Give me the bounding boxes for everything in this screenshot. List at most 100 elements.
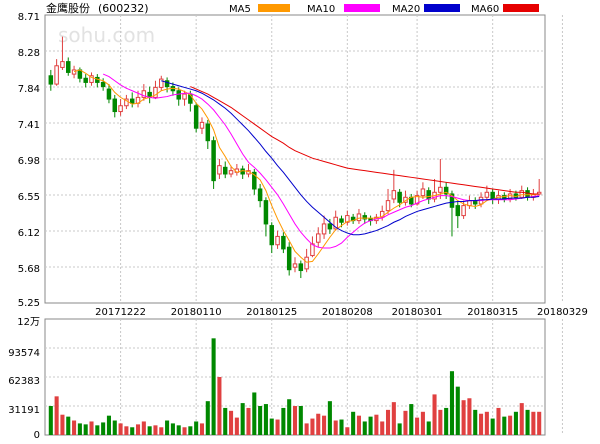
date-axis-labels: 20171222 20180110 20180125 20180208 2018… bbox=[95, 307, 588, 318]
volume-bar bbox=[89, 421, 94, 435]
candle-body bbox=[211, 140, 216, 182]
volume-bar bbox=[77, 423, 82, 435]
ma5-line bbox=[73, 69, 540, 263]
volume-bar bbox=[438, 409, 443, 435]
volume-tick-label: 31191 bbox=[8, 405, 40, 416]
candle-body bbox=[519, 190, 524, 198]
volume-bar bbox=[269, 418, 274, 435]
candle-body bbox=[298, 263, 304, 272]
volume-bar bbox=[246, 407, 251, 435]
candle-body bbox=[391, 190, 397, 200]
candle-body bbox=[414, 195, 420, 205]
candle-body bbox=[153, 86, 158, 98]
volume-bar bbox=[275, 419, 280, 435]
candle-body bbox=[507, 193, 513, 200]
candle-body bbox=[60, 61, 65, 68]
volume-bar bbox=[322, 415, 327, 435]
stock-name: 金鹰股份 bbox=[46, 1, 90, 15]
candle-body bbox=[327, 223, 333, 230]
volume-tick-label: 93574 bbox=[8, 348, 40, 359]
volume-bar bbox=[362, 421, 367, 435]
candle-body bbox=[385, 200, 391, 212]
date-tick-label: 20180329 bbox=[537, 307, 588, 318]
candle-body bbox=[257, 188, 263, 202]
volume-bar bbox=[385, 409, 391, 435]
volume-bar bbox=[48, 406, 53, 435]
price-axis-labels: 8.71 8.28 7.84 7.41 6.98 6.55 6.12 5.68 … bbox=[18, 12, 40, 309]
candle-body bbox=[100, 81, 106, 88]
volume-bar bbox=[327, 401, 332, 435]
legend-swatch-ma20 bbox=[424, 4, 460, 12]
candle-body bbox=[222, 166, 228, 175]
volume-bar bbox=[258, 406, 263, 435]
volume-bar bbox=[380, 421, 385, 435]
price-tick-label: 7.84 bbox=[18, 84, 40, 95]
candle-body bbox=[176, 90, 181, 100]
candlesticks bbox=[48, 36, 542, 279]
volume-bar bbox=[525, 409, 530, 435]
volume-bar bbox=[473, 409, 478, 435]
candle-body bbox=[449, 193, 455, 208]
candle-body bbox=[193, 105, 199, 129]
volume-bar bbox=[374, 414, 379, 435]
candle-body bbox=[54, 65, 59, 85]
volume-bar bbox=[287, 399, 292, 435]
candle-body bbox=[199, 121, 205, 129]
candle-body bbox=[71, 69, 77, 75]
volume-bar bbox=[304, 423, 309, 435]
candle-body bbox=[525, 190, 530, 198]
candle-body bbox=[292, 263, 298, 268]
volume-bar bbox=[531, 411, 536, 435]
candle-body bbox=[310, 243, 315, 257]
candle-body bbox=[397, 191, 402, 203]
volume-bar bbox=[95, 425, 100, 435]
volume-bar bbox=[455, 386, 460, 435]
candle-body bbox=[484, 191, 490, 198]
volume-bar bbox=[345, 427, 350, 435]
candle-body bbox=[252, 171, 257, 190]
volume-bar bbox=[124, 426, 129, 435]
volume-bar bbox=[240, 403, 245, 435]
volume-bar bbox=[432, 394, 437, 435]
volume-bar bbox=[106, 415, 111, 435]
candle-body bbox=[490, 191, 495, 200]
watermark: sohu.com bbox=[58, 23, 155, 47]
volume-bar bbox=[54, 396, 59, 435]
volume-bar bbox=[310, 418, 315, 435]
candle-body bbox=[159, 78, 164, 88]
candle-body bbox=[461, 205, 466, 217]
legend: MA5 MA10 MA20 MA60 bbox=[229, 4, 539, 15]
volume-bar bbox=[415, 417, 420, 435]
candle-body bbox=[182, 93, 187, 100]
legend-label-ma10: MA10 bbox=[307, 4, 335, 15]
price-tick-label: 8.28 bbox=[18, 48, 40, 59]
price-tick-label: 6.12 bbox=[18, 228, 40, 239]
volume-bar bbox=[444, 407, 449, 435]
candle-body bbox=[263, 200, 269, 225]
volume-bar bbox=[72, 420, 77, 435]
candle-body bbox=[438, 186, 443, 193]
ma60-line bbox=[190, 86, 540, 195]
volume-bar bbox=[170, 423, 175, 435]
volume-bar bbox=[292, 406, 298, 435]
volume-bar bbox=[449, 371, 455, 435]
volume-bar bbox=[316, 413, 321, 435]
price-tick-label: 5.68 bbox=[18, 264, 40, 275]
volume-bar bbox=[409, 404, 414, 435]
volume-bar bbox=[205, 401, 210, 435]
grid-lines bbox=[45, 15, 563, 435]
legend-swatch-ma60 bbox=[503, 4, 539, 12]
volume-bar bbox=[281, 407, 286, 435]
volume-bar bbox=[188, 426, 193, 435]
volume-bar bbox=[298, 406, 303, 435]
volume-bar bbox=[234, 417, 239, 435]
volume-bar bbox=[60, 414, 65, 435]
date-tick-label: 20180301 bbox=[392, 307, 443, 318]
volume-bar bbox=[211, 338, 216, 435]
candle-body bbox=[48, 75, 54, 85]
candle-body bbox=[66, 61, 71, 73]
volume-bar bbox=[519, 403, 524, 435]
candle-body bbox=[129, 98, 135, 104]
candle-body bbox=[228, 170, 234, 175]
volume-bar bbox=[223, 407, 228, 435]
